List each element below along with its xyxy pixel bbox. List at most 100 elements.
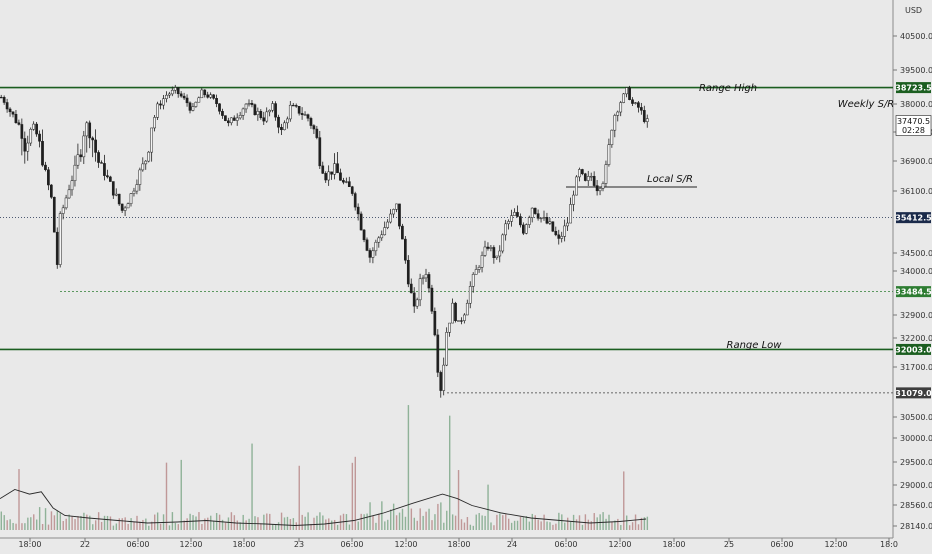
candle-body: [238, 115, 242, 119]
candle-body: [545, 217, 549, 224]
volume-bar: [481, 515, 483, 530]
candle-body: [581, 169, 584, 175]
volume-bar: [392, 503, 395, 530]
volume-bar: [319, 512, 321, 530]
volume-bar: [266, 513, 268, 530]
volume-bar: [192, 515, 194, 530]
volume-bar: [3, 515, 5, 530]
volume-bar: [513, 520, 516, 530]
x-tick-label: 18:00: [232, 540, 255, 549]
candle-body: [288, 104, 292, 120]
volume-bar: [339, 515, 342, 530]
volume-bar: [230, 512, 233, 530]
volume-bar: [531, 513, 533, 530]
volume-bar: [611, 521, 613, 530]
volume-bar: [204, 518, 206, 530]
candle-body: [430, 287, 434, 312]
volume-bar: [499, 513, 501, 530]
candle-body: [330, 171, 333, 175]
candle-body: [392, 209, 395, 215]
volume-bar: [245, 520, 247, 530]
volume-bar: [454, 515, 457, 530]
candle-body: [374, 241, 378, 252]
volume-bar: [614, 520, 616, 530]
candle-body: [283, 122, 286, 131]
volume-bar: [469, 524, 472, 530]
price-badge-blue-dotted: [896, 212, 931, 224]
volume-bar: [9, 519, 11, 530]
candle-body: [604, 164, 608, 184]
volume-bar: [224, 522, 227, 530]
volume-bar: [351, 462, 354, 530]
volume-bar: [534, 515, 536, 530]
volume-bar: [201, 524, 203, 530]
volume-bar: [419, 508, 421, 530]
volume-bar: [56, 510, 59, 530]
y-tick-label: 36100.0: [900, 187, 932, 196]
volume-bar: [221, 519, 224, 530]
candle-body: [35, 123, 38, 135]
candle-body: [383, 227, 387, 236]
price-badge-label: 38723.5: [895, 84, 932, 93]
volume-bar: [195, 516, 197, 530]
annotation-range-low: Range Low: [727, 340, 783, 351]
annotation-weekly-sr: Weekly S/R: [838, 99, 895, 110]
volume-bar: [354, 456, 356, 530]
candle-body: [135, 184, 139, 192]
volume-bar: [593, 513, 595, 530]
x-tick-label: 18:00: [18, 540, 41, 549]
candle-body: [483, 246, 487, 256]
candle-body: [371, 250, 375, 258]
candle-body: [589, 176, 593, 178]
candle-body: [365, 239, 369, 251]
candle-body: [607, 144, 611, 165]
candle-body: [454, 302, 457, 322]
candle-body: [55, 231, 59, 265]
candle-body: [26, 142, 30, 152]
candle-body: [162, 98, 165, 106]
volume-bar: [186, 518, 188, 530]
volume-bar: [6, 520, 8, 530]
y-tick-label: 29000.0: [900, 481, 932, 490]
candle-body: [445, 332, 448, 366]
volume-bar: [449, 415, 451, 530]
candle-body: [176, 87, 180, 95]
price-badge-dotted-b: [896, 387, 931, 399]
candle-body: [513, 212, 516, 216]
candle-body: [336, 163, 339, 174]
candle-body: [333, 163, 336, 175]
candle-body: [280, 127, 283, 131]
volume-bar: [596, 517, 598, 530]
volume-bar: [50, 511, 53, 530]
candle-body: [595, 185, 599, 192]
candle-body: [114, 193, 118, 196]
x-tick-label: 06:00: [340, 540, 363, 549]
volume-bar: [77, 516, 79, 530]
volume-bar: [390, 509, 392, 530]
candle-body: [451, 302, 454, 324]
volume-bar: [322, 515, 324, 530]
x-tick-label: 06:00: [770, 540, 793, 549]
volume-bar: [646, 516, 649, 530]
volume-bar: [263, 514, 265, 530]
volume-bar: [555, 523, 557, 530]
candle-body: [221, 111, 224, 116]
x-tick-label: 18:00: [662, 540, 685, 549]
candle-body: [398, 203, 401, 227]
candle-body: [507, 221, 510, 225]
volume-bar: [569, 521, 572, 530]
volume-bar: [434, 514, 436, 530]
price-badge-label: 32003.0: [895, 345, 932, 354]
candle-body: [232, 117, 236, 121]
candle-body: [309, 118, 313, 126]
candle-body: [286, 118, 289, 124]
candle-body: [38, 133, 41, 142]
volume-bar: [567, 517, 569, 530]
candle-body: [386, 221, 389, 228]
volume-bar: [251, 443, 253, 530]
volume-bar: [460, 519, 463, 530]
volume-bar: [313, 517, 315, 530]
volume-bar: [207, 517, 209, 530]
